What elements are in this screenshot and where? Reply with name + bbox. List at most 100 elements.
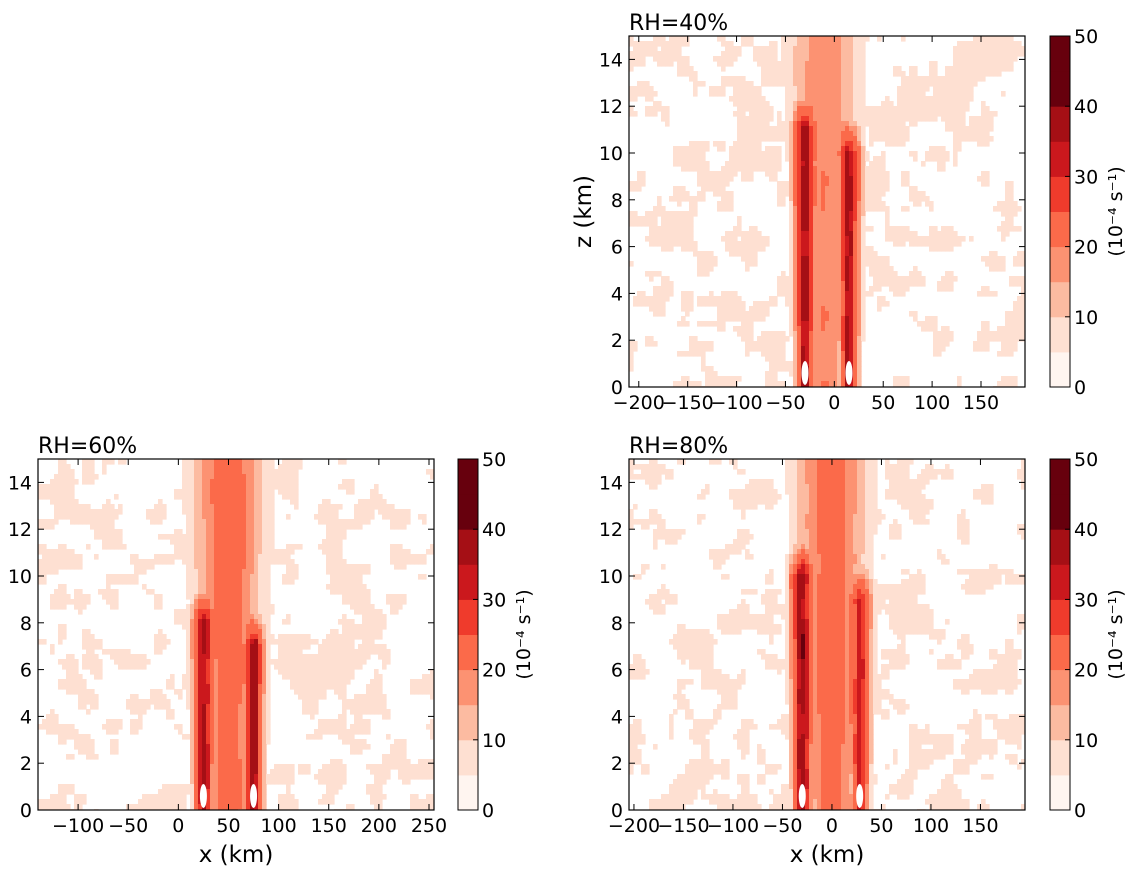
colorbar-label: (10⁻⁴ s⁻¹) [513, 589, 535, 679]
panel-2: −100 −50 0 50 100 150 200 25002468101214RH=60%x… [8, 434, 535, 868]
colorbar-segment [458, 494, 478, 530]
colorbar-tick-label: 10 [1074, 307, 1098, 329]
x-tick-label: −200 [608, 815, 660, 837]
x-tick-label: 100 [260, 815, 296, 837]
x-tick-label: −100 [710, 392, 762, 414]
colorbar-segment [1050, 634, 1070, 671]
colorbar-segment [1050, 281, 1070, 318]
colorbar-tick-label: 0 [1074, 800, 1086, 822]
colorbar-segment [458, 669, 478, 706]
colorbar: 0 10 20 30 40 50 (10⁻⁴ s⁻¹) [1049, 449, 1127, 822]
y-tick-label: 0 [20, 800, 32, 822]
colorbar: 0 10 20 30 40 50 (10⁻⁴ s⁻¹) [457, 449, 535, 822]
colorbar-tick-label: 40 [1074, 96, 1098, 118]
y-tick-label: 0 [611, 800, 623, 822]
y-tick-label: 14 [599, 49, 623, 71]
contour-field [629, 36, 1025, 387]
y-axis-label: z (km) [571, 175, 597, 248]
colorbar-tick-label: 30 [482, 589, 506, 611]
y-tick-label: 6 [611, 237, 623, 259]
colorbar: 0 10 20 30 40 50 (10⁻⁴ s⁻¹) [1049, 26, 1127, 399]
y-tick-label: 12 [599, 519, 623, 541]
y-tick-label: 6 [611, 660, 623, 682]
y-tick-label: 10 [599, 143, 623, 165]
x-tick-label: 100 [913, 815, 949, 837]
axes-frame [628, 458, 1026, 811]
axes-frame [37, 458, 435, 811]
column-base-spot [199, 783, 207, 808]
colorbar-tick-label: 40 [1074, 519, 1098, 541]
column-base-spot [856, 783, 864, 808]
colorbar-segment [1050, 564, 1070, 600]
x-tick-label: 250 [411, 815, 447, 837]
x-tick-label: −150 [657, 815, 709, 837]
x-tick-label: 200 [361, 815, 397, 837]
x-tick-label: 150 [963, 392, 999, 414]
colorbar-tick-label: 50 [482, 449, 506, 471]
column-base-spot [845, 360, 853, 385]
x-axis-label: x (km) [199, 842, 274, 868]
colorbar-tick-label: 20 [1074, 237, 1098, 259]
colorbar-tick-label: 0 [1074, 377, 1086, 399]
y-tick-label: 12 [599, 96, 623, 118]
colorbar-segment [458, 599, 478, 635]
y-tick-label: 14 [8, 472, 32, 494]
y-tick-label: 14 [599, 472, 623, 494]
colorbar-segment [458, 459, 478, 495]
panel-1: −200−150−100 −50 0 50 100 15002468101214RH=40… [571, 11, 1127, 414]
x-tick-label: 50 [216, 815, 240, 837]
colorbar-segment [1050, 316, 1070, 353]
y-tick-label: 4 [611, 283, 623, 305]
colorbar-tick-label: 0 [482, 800, 494, 822]
y-tick-label: 4 [20, 706, 32, 728]
x-tick-label: 100 [914, 392, 950, 414]
colorbar-segment [458, 739, 478, 776]
colorbar-segment [1050, 351, 1070, 388]
colorbar-label: (10⁻⁴ s⁻¹) [1105, 166, 1127, 256]
colorbar-tick-label: 50 [1074, 449, 1098, 471]
colorbar-tick-label: 10 [482, 730, 506, 752]
colorbar-segment [1050, 36, 1070, 72]
y-tick-label: 4 [611, 706, 623, 728]
x-tick-label: −150 [662, 392, 714, 414]
y-tick-label: 6 [20, 660, 32, 682]
colorbar-tick-label: 30 [1074, 589, 1098, 611]
y-tick-label: 2 [611, 753, 623, 775]
colorbar-tick-label: 40 [482, 519, 506, 541]
x-axis-label: x (km) [790, 842, 865, 868]
colorbar-tick-label: 20 [482, 660, 506, 682]
colorbar-segment [458, 704, 478, 741]
x-tick-label: −100 [707, 815, 759, 837]
y-tick-label: 12 [8, 519, 32, 541]
panel-title: RH=80% [629, 434, 728, 459]
y-tick-label: 10 [599, 566, 623, 588]
x-tick-label: 0 [828, 392, 840, 414]
x-tick-label: 50 [869, 815, 893, 837]
y-tick-label: 0 [611, 377, 623, 399]
column-base-spot [801, 360, 809, 385]
y-tick-label: 8 [611, 613, 623, 635]
colorbar-tick-label: 50 [1074, 26, 1098, 48]
colorbar-segment [1050, 739, 1070, 776]
colorbar-segment [1050, 459, 1070, 495]
colorbar-segment [1050, 669, 1070, 706]
x-tick-label: −50 [765, 392, 805, 414]
x-tick-label: 50 [871, 392, 895, 414]
colorbar-segment [1050, 71, 1070, 107]
colorbar-tick-label: 20 [1074, 660, 1098, 682]
colorbar-segment [458, 634, 478, 671]
colorbar-segment [458, 774, 478, 811]
y-tick-label: 2 [20, 753, 32, 775]
contour-field [38, 459, 434, 810]
x-tick-label: −100 [52, 815, 104, 837]
axes-frame [628, 35, 1026, 388]
colorbar-segment [1050, 246, 1070, 283]
colorbar-tick-label: 30 [1074, 166, 1098, 188]
colorbar-segment [458, 564, 478, 600]
y-tick-label: 8 [20, 613, 32, 635]
x-tick-label: −200 [613, 392, 665, 414]
contour-field [629, 459, 1025, 810]
column-base-spot [798, 783, 806, 808]
colorbar-segment [1050, 599, 1070, 635]
